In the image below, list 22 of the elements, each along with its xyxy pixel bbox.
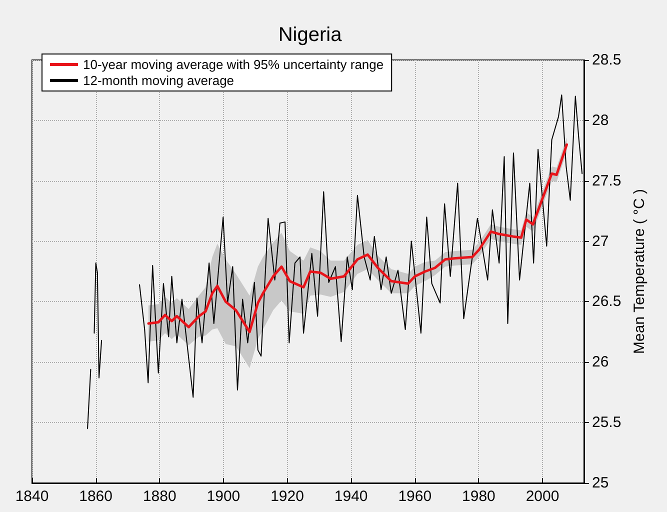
x-tick-label: 1840 — [15, 488, 49, 505]
x-tick-label: 2000 — [526, 488, 560, 505]
y-tick-label: 27.5 — [592, 172, 622, 190]
y-tick-label: 27 — [592, 232, 609, 250]
legend-label: 12-month moving average — [83, 73, 234, 88]
y-tick-label: 28 — [592, 112, 609, 129]
x-tick-label: 1980 — [462, 488, 496, 505]
x-tick-label: 1860 — [79, 488, 113, 505]
legend-label: 10-year moving average with 95% uncertainty range — [83, 57, 384, 72]
y-tick-label: 26.5 — [592, 293, 622, 310]
x-tick-label: 1920 — [270, 488, 304, 505]
x-tick-label: 1940 — [334, 488, 368, 505]
y-tick-label: 26 — [592, 354, 609, 371]
x-tick-label: 1880 — [142, 488, 176, 505]
chart-title: Nigeria — [278, 24, 343, 46]
y-tick-label: 25 — [592, 474, 609, 492]
line-series — [147, 143, 568, 334]
y-axis-title: Mean Temperature ( °C ) — [631, 189, 648, 354]
x-tick-label: 1900 — [206, 488, 240, 505]
x-tick-label: 1960 — [398, 488, 432, 505]
y-tick-label: 25.5 — [592, 414, 622, 432]
y-tick-label: 28.5 — [592, 52, 622, 68]
